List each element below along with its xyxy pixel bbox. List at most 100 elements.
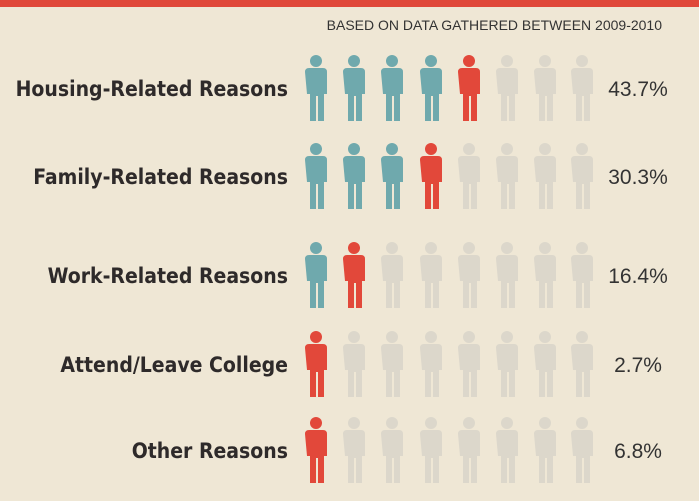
icon-head bbox=[501, 417, 513, 429]
person-icon bbox=[458, 331, 480, 397]
icon-body bbox=[343, 344, 365, 397]
icon-body bbox=[496, 430, 518, 483]
icon-head bbox=[386, 242, 398, 254]
person-icon bbox=[496, 417, 518, 483]
person-icon bbox=[534, 143, 556, 209]
person-icon bbox=[571, 417, 593, 483]
person-icon bbox=[458, 242, 480, 308]
icon-head bbox=[425, 143, 437, 155]
person-icon bbox=[571, 143, 593, 209]
person-icon bbox=[571, 55, 593, 121]
icon-head bbox=[576, 417, 588, 429]
icon-body bbox=[571, 344, 593, 397]
icon-head bbox=[463, 55, 475, 67]
person-icon bbox=[381, 331, 403, 397]
value-label: 2.7% bbox=[614, 354, 662, 377]
icon-body bbox=[420, 344, 442, 397]
icon-head bbox=[310, 143, 322, 155]
person-icon bbox=[458, 55, 480, 121]
category-label: Other Reasons bbox=[132, 439, 288, 463]
icon-head bbox=[348, 417, 360, 429]
person-icon bbox=[420, 417, 442, 483]
icon-body bbox=[534, 430, 556, 483]
person-icon bbox=[420, 242, 442, 308]
icon-body bbox=[305, 156, 327, 209]
person-icon bbox=[343, 331, 365, 397]
icon-body bbox=[496, 68, 518, 121]
person-icon bbox=[496, 143, 518, 209]
icon-head bbox=[539, 242, 551, 254]
icon-head bbox=[425, 55, 437, 67]
person-icon bbox=[305, 242, 327, 308]
person-icon bbox=[381, 143, 403, 209]
icon-body bbox=[571, 255, 593, 308]
icon-head bbox=[348, 242, 360, 254]
icon-head bbox=[310, 417, 322, 429]
person-icon bbox=[496, 331, 518, 397]
icon-body bbox=[381, 430, 403, 483]
icon-head bbox=[539, 331, 551, 343]
icon-head bbox=[576, 143, 588, 155]
icon-body bbox=[496, 344, 518, 397]
icon-head bbox=[463, 143, 475, 155]
icon-head bbox=[386, 143, 398, 155]
person-icon bbox=[343, 417, 365, 483]
person-icon bbox=[496, 242, 518, 308]
icon-head bbox=[463, 417, 475, 429]
icon-head bbox=[463, 242, 475, 254]
icon-body bbox=[534, 68, 556, 121]
category-label: Family-Related Reasons bbox=[33, 165, 288, 189]
icon-body bbox=[305, 255, 327, 308]
person-icon bbox=[305, 331, 327, 397]
person-icon bbox=[305, 55, 327, 121]
icon-head bbox=[463, 331, 475, 343]
person-icon bbox=[381, 55, 403, 121]
value-label: 43.7% bbox=[608, 78, 668, 101]
category-label: Attend/Leave College bbox=[60, 353, 288, 377]
icon-body bbox=[381, 68, 403, 121]
icon-body bbox=[571, 156, 593, 209]
category-label: Housing-Related Reasons bbox=[16, 77, 288, 101]
icon-body bbox=[420, 430, 442, 483]
icon-head bbox=[310, 242, 322, 254]
icon-body bbox=[534, 255, 556, 308]
icon-head bbox=[501, 331, 513, 343]
icon-body bbox=[458, 255, 480, 308]
icon-body bbox=[420, 156, 442, 209]
icon-head bbox=[425, 331, 437, 343]
icon-head bbox=[310, 331, 322, 343]
person-icon bbox=[381, 417, 403, 483]
icon-head bbox=[539, 55, 551, 67]
category-label: Work-Related Reasons bbox=[48, 264, 288, 288]
icon-head bbox=[501, 143, 513, 155]
person-icon bbox=[305, 143, 327, 209]
person-icon bbox=[571, 331, 593, 397]
icon-body bbox=[305, 68, 327, 121]
person-icon bbox=[496, 55, 518, 121]
person-icon bbox=[343, 143, 365, 209]
icon-head bbox=[425, 417, 437, 429]
person-icon bbox=[420, 55, 442, 121]
person-icon bbox=[534, 417, 556, 483]
icon-body bbox=[343, 255, 365, 308]
icon-body bbox=[343, 156, 365, 209]
icon-body bbox=[534, 156, 556, 209]
icon-head bbox=[576, 55, 588, 67]
icon-head bbox=[576, 331, 588, 343]
icon-body bbox=[420, 68, 442, 121]
icon-body bbox=[458, 430, 480, 483]
person-icon bbox=[343, 55, 365, 121]
icon-body bbox=[381, 156, 403, 209]
value-label: 6.8% bbox=[614, 440, 662, 463]
icon-body bbox=[343, 68, 365, 121]
icon-body bbox=[496, 156, 518, 209]
icon-head bbox=[386, 417, 398, 429]
icon-body bbox=[381, 344, 403, 397]
person-icon bbox=[571, 242, 593, 308]
icon-head bbox=[386, 331, 398, 343]
icon-body bbox=[571, 68, 593, 121]
value-label: 16.4% bbox=[608, 265, 668, 288]
icon-body bbox=[381, 255, 403, 308]
